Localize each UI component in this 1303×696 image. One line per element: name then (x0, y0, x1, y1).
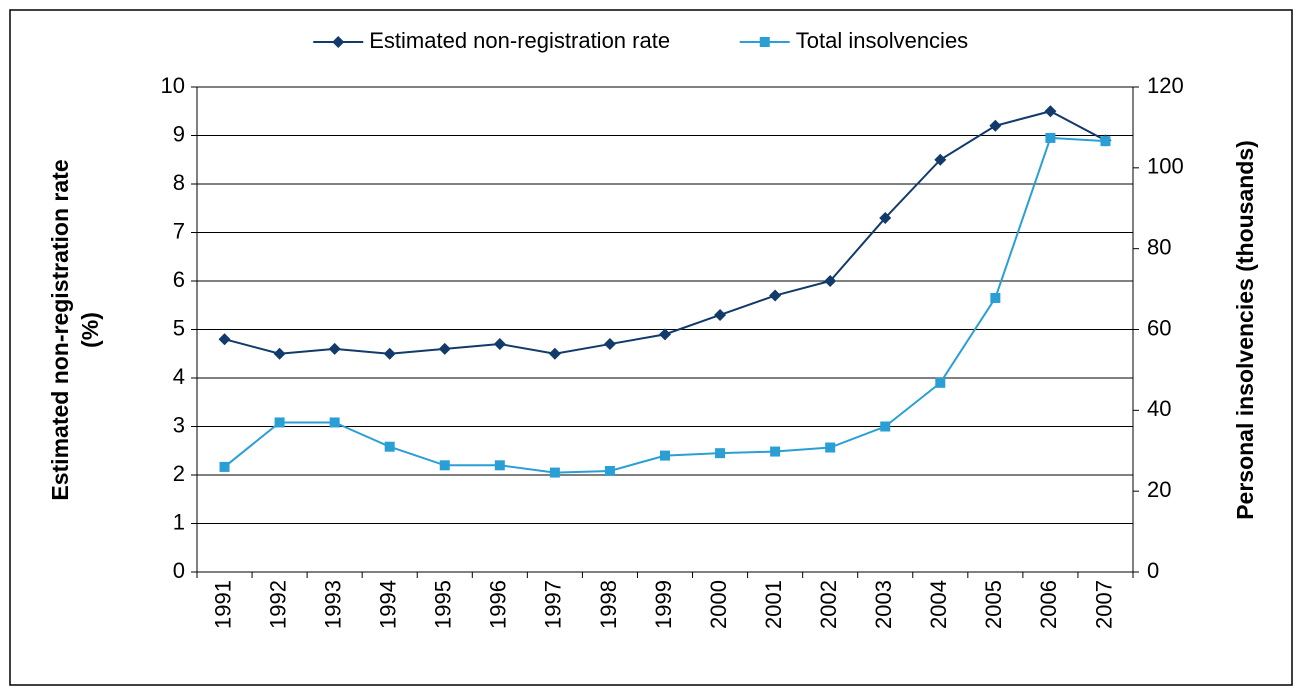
x-tick-label: 2003 (871, 580, 896, 629)
marker (934, 153, 947, 166)
x-tick-label: 1993 (320, 580, 345, 629)
y2-axis-label: Personal insolvencies (thousands) (1232, 140, 1258, 520)
x-tick-label: 2002 (816, 580, 841, 629)
x-tick-label: 2001 (761, 580, 786, 629)
marker (880, 421, 891, 432)
y-tick-label: 5 (173, 315, 185, 340)
y-axis-label: (%) (77, 312, 103, 348)
marker (273, 347, 286, 360)
y2-tick-label: 80 (1147, 234, 1171, 259)
x-tick-label: 1992 (265, 580, 290, 629)
y2-tick-label: 0 (1147, 558, 1159, 583)
marker (990, 292, 1001, 303)
legend-marker (759, 37, 770, 47)
marker (659, 328, 671, 341)
y-tick-label: 4 (173, 364, 185, 389)
marker (769, 289, 782, 302)
marker (493, 338, 506, 351)
y2-tick-label: 40 (1147, 396, 1171, 421)
x-tick-label: 2000 (706, 580, 731, 629)
marker (329, 417, 340, 428)
legend-marker (332, 36, 345, 48)
x-tick-label: 1998 (596, 580, 621, 629)
y-tick-label: 6 (173, 267, 185, 292)
marker (935, 377, 946, 388)
x-tick-label: 1996 (486, 580, 511, 629)
marker (274, 417, 285, 428)
y-tick-label: 0 (173, 558, 185, 583)
marker (825, 442, 836, 453)
x-tick-label: 1999 (651, 580, 676, 629)
x-tick-label: 2006 (1036, 580, 1061, 629)
x-tick-label: 1997 (541, 580, 566, 629)
marker (714, 308, 727, 321)
x-tick-label: 1991 (210, 580, 235, 629)
marker (494, 460, 505, 471)
marker (1100, 136, 1111, 147)
y-axis-label: Estimated non-registration rate (47, 159, 73, 500)
marker (989, 119, 1002, 132)
x-tick-label: 2004 (926, 580, 951, 629)
x-tick-label: 2007 (1091, 580, 1116, 629)
x-tick-label: 1995 (431, 580, 456, 629)
marker (548, 347, 561, 360)
y2-tick-label: 120 (1147, 73, 1184, 98)
marker (438, 342, 451, 355)
x-tick-label: 1994 (376, 580, 401, 629)
marker (328, 342, 341, 355)
marker (384, 441, 395, 452)
marker (439, 460, 450, 471)
y2-tick-label: 60 (1147, 315, 1171, 340)
marker (549, 467, 560, 478)
y2-tick-label: 100 (1147, 154, 1184, 179)
y-tick-label: 1 (173, 509, 185, 534)
marker (715, 448, 726, 459)
marker (824, 275, 837, 287)
marker (660, 450, 670, 461)
legend-label: Total insolvencies (796, 28, 968, 53)
x-tick-label: 2005 (981, 580, 1006, 629)
marker (383, 347, 396, 360)
y-tick-label: 7 (173, 218, 185, 243)
y-tick-label: 9 (173, 121, 185, 146)
y-tick-label: 10 (161, 73, 185, 98)
marker (1045, 132, 1056, 143)
marker (219, 461, 230, 472)
y-tick-label: 2 (173, 461, 185, 486)
y-tick-label: 8 (173, 170, 185, 195)
marker (218, 333, 231, 346)
y-tick-label: 3 (173, 412, 185, 437)
marker (604, 465, 615, 476)
marker (603, 338, 616, 351)
legend-label: Estimated non-registration rate (369, 28, 670, 53)
y2-tick-label: 20 (1147, 477, 1171, 502)
marker (770, 446, 781, 457)
marker (879, 211, 892, 224)
marker (1044, 105, 1057, 118)
